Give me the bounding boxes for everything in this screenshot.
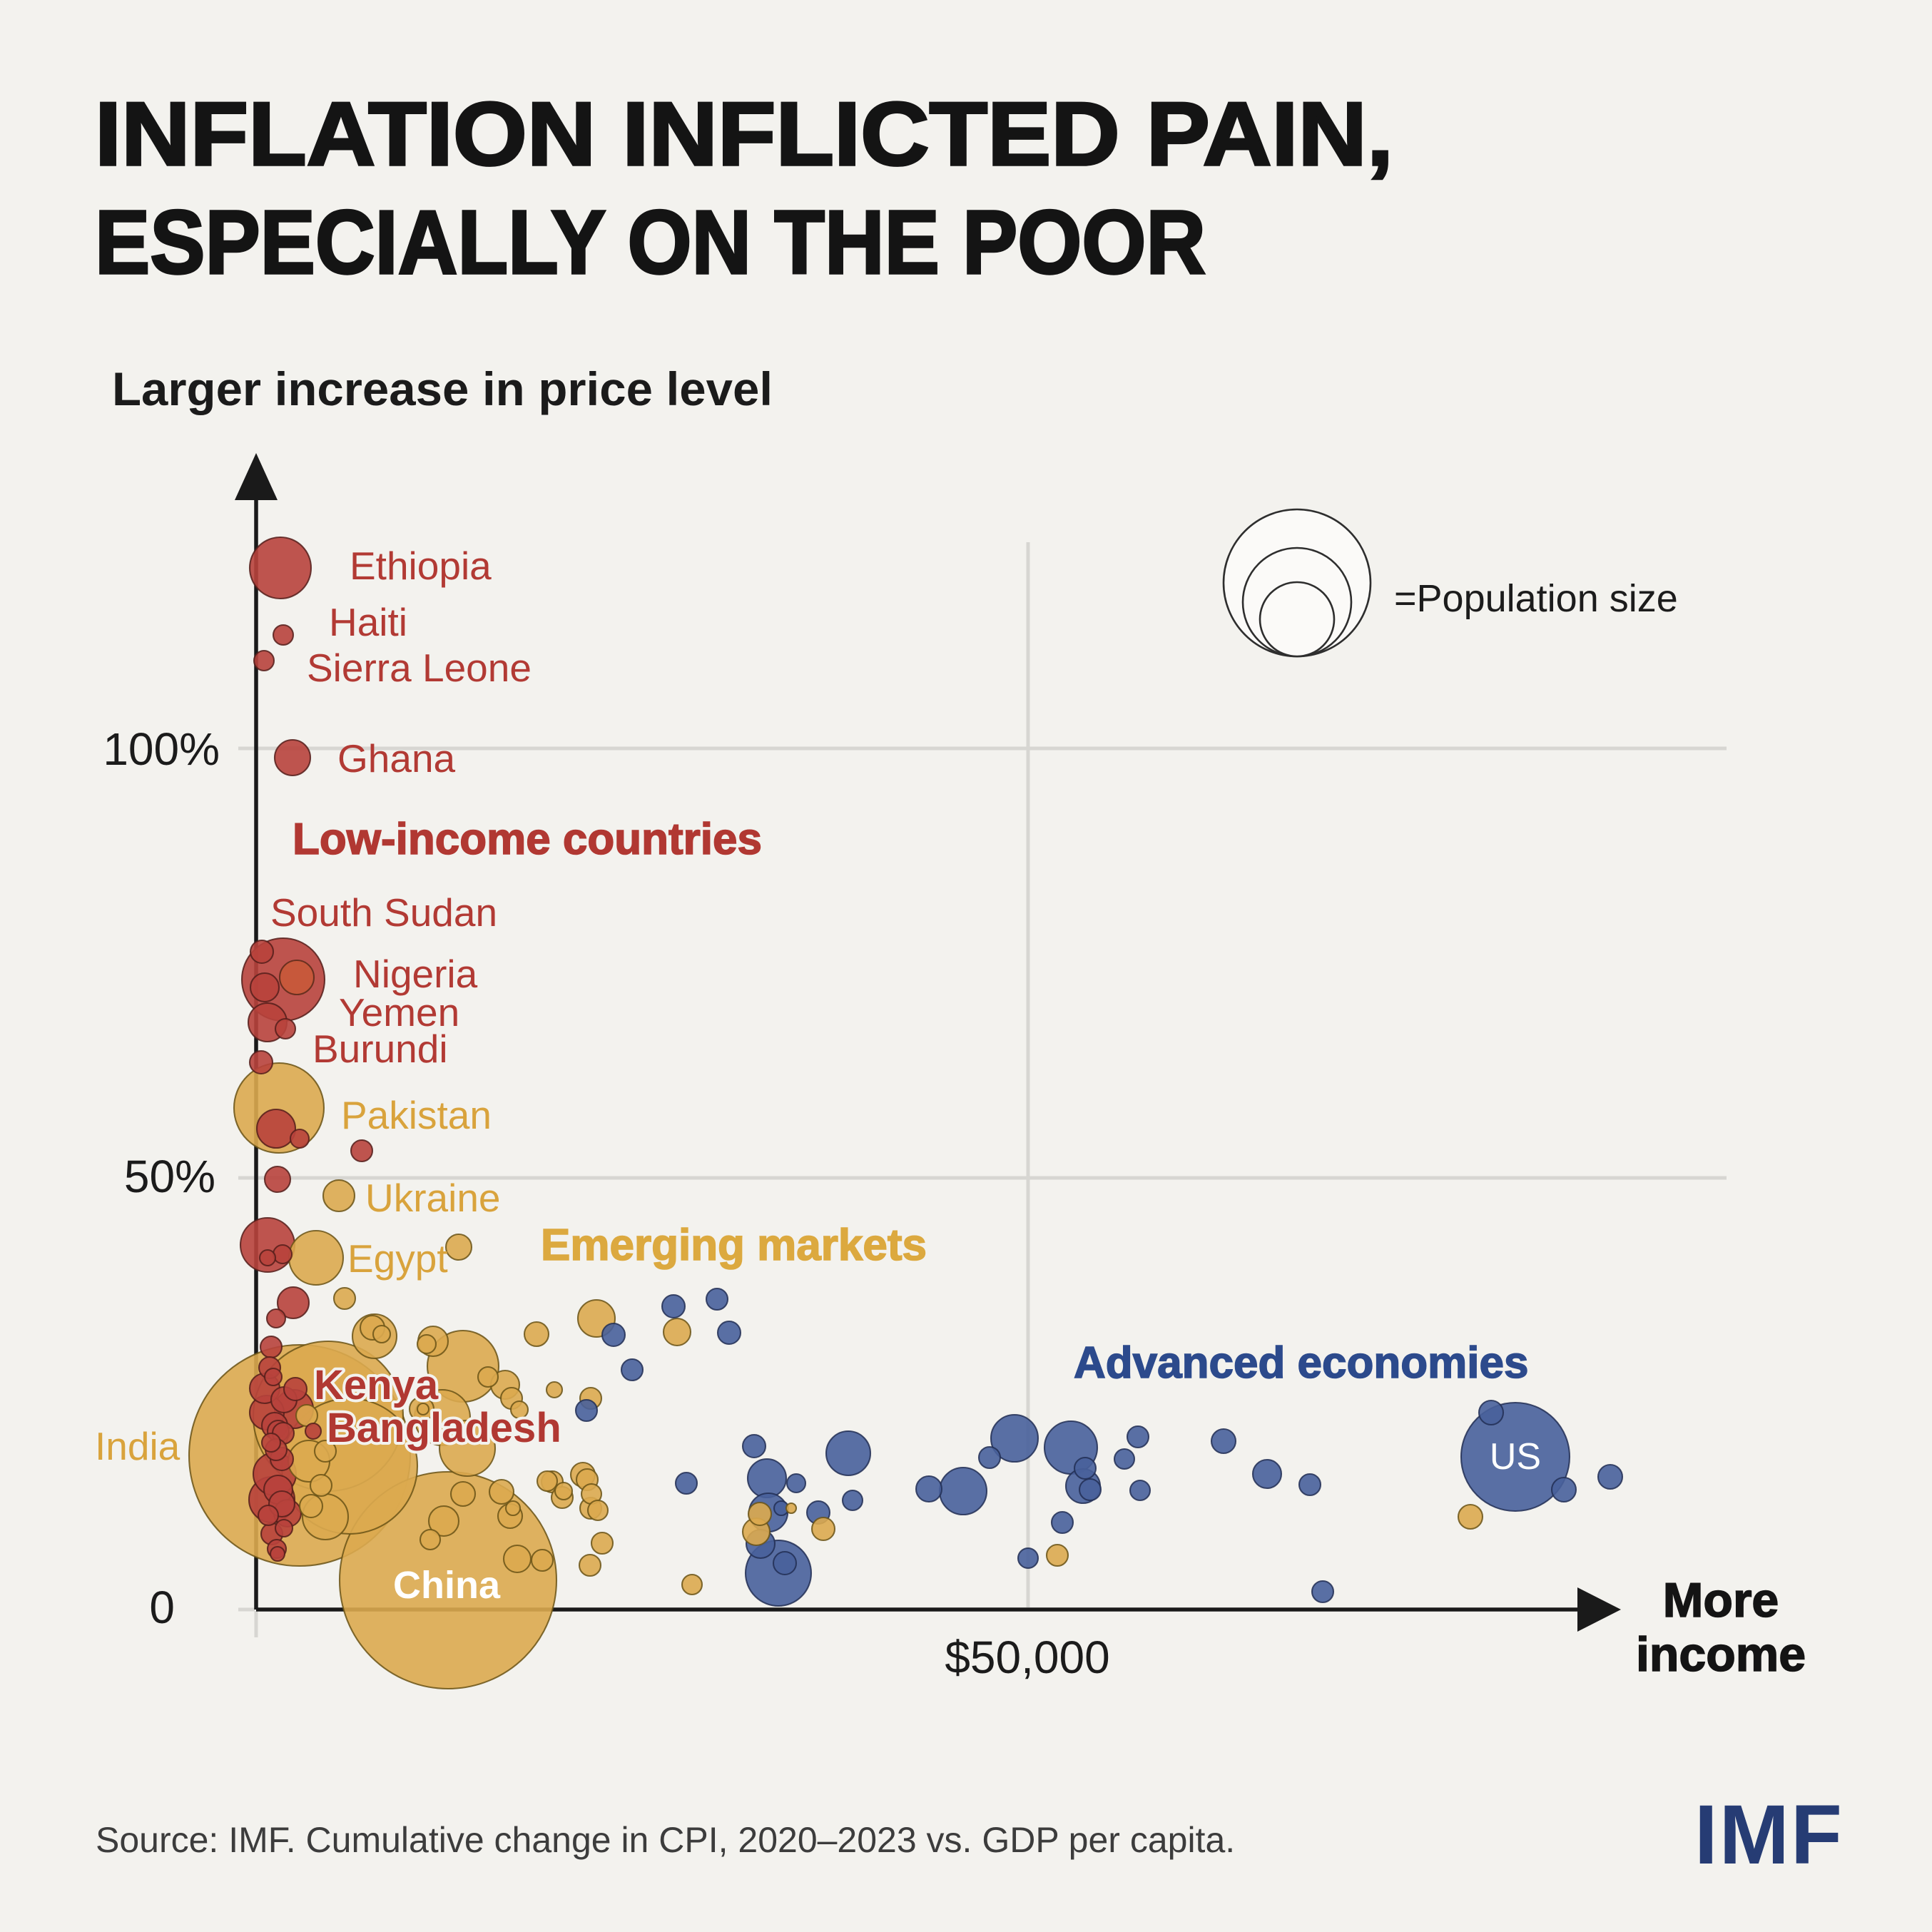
svg-text:INFLATION INFLICTED PAIN,: INFLATION INFLICTED PAIN, (95, 83, 1393, 184)
svg-text:Haiti: Haiti (329, 600, 407, 644)
svg-text:Ethiopia: Ethiopia (350, 544, 492, 588)
svg-text:Source: IMF. Cumulative change: Source: IMF. Cumulative change in CPI, 2… (96, 1820, 1235, 1860)
svg-text:Emerging markets: Emerging markets (541, 1221, 927, 1270)
svg-text:IMF: IMF (1694, 1788, 1844, 1882)
svg-text:China: China (393, 1564, 501, 1607)
svg-text:Low-income countries: Low-income countries (293, 815, 762, 864)
svg-text:100%: 100% (103, 723, 220, 775)
svg-text:50%: 50% (124, 1151, 215, 1202)
svg-text:South Sudan: South Sudan (270, 890, 497, 935)
svg-text:Ghana: Ghana (337, 736, 456, 781)
svg-text:More: More (1663, 1573, 1779, 1627)
svg-text:income: income (1636, 1627, 1806, 1682)
svg-text:India: India (95, 1424, 181, 1468)
svg-text:Egypt: Egypt (347, 1236, 448, 1281)
svg-text:=Population size: =Population size (1394, 577, 1678, 620)
svg-text:Sierra Leone: Sierra Leone (307, 646, 532, 690)
svg-text:0: 0 (149, 1582, 175, 1633)
svg-text:Pakistan: Pakistan (341, 1093, 492, 1137)
svg-text:US: US (1490, 1436, 1541, 1478)
svg-text:Yemen: Yemen (339, 990, 459, 1034)
svg-text:Advanced economies: Advanced economies (1074, 1338, 1528, 1388)
svg-text:$50,000: $50,000 (945, 1632, 1109, 1683)
svg-text:Nigeria: Nigeria (353, 952, 478, 996)
svg-text:ESPECIALLY ON THE POOR: ESPECIALLY ON THE POOR (95, 192, 1206, 293)
svg-text:Burundi: Burundi (312, 1027, 448, 1071)
svg-text:Bangladesh: Bangladesh (327, 1405, 561, 1451)
svg-text:Larger increase in price level: Larger increase in price level (112, 362, 773, 415)
svg-text:Kenya: Kenya (314, 1362, 439, 1408)
svg-text:Ukraine: Ukraine (365, 1176, 501, 1220)
